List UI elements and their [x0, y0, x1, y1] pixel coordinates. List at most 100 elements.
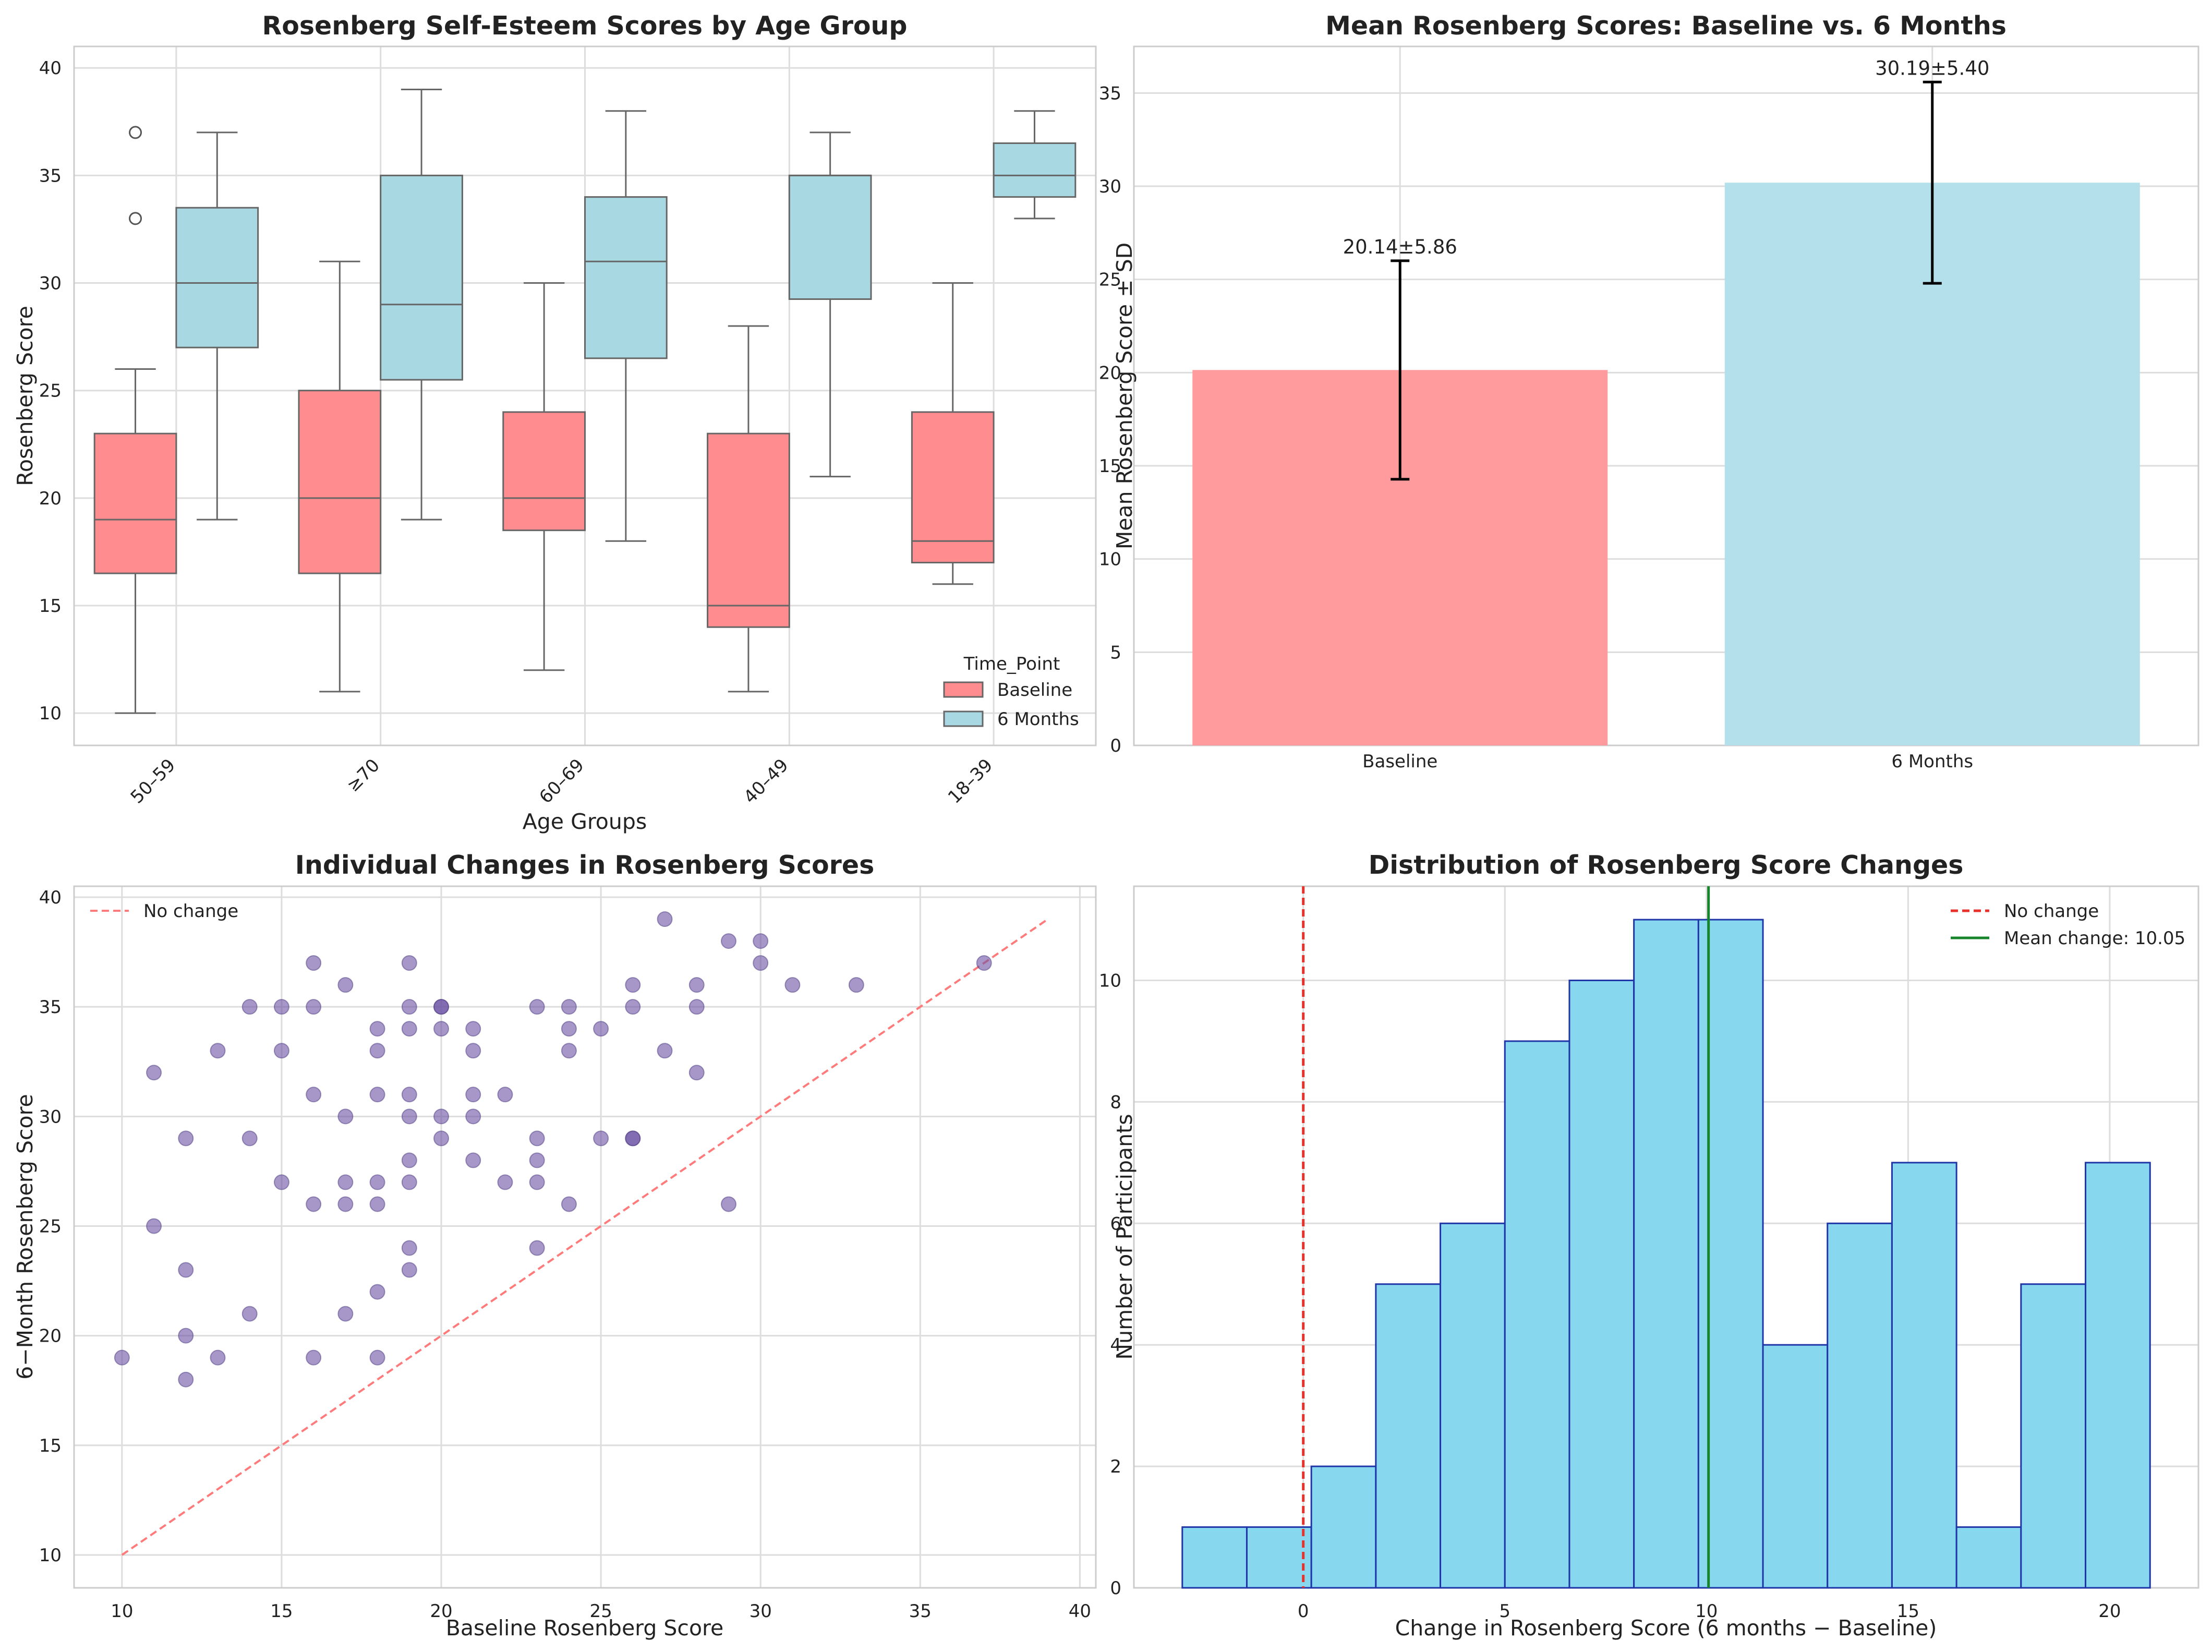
histogram-bar [1955, 1526, 2022, 1589]
scatter-point [401, 1174, 417, 1190]
scatter-point [497, 1087, 513, 1103]
histogram-legend: No change Mean change: 10.05 [1951, 901, 2185, 949]
histogram-panel: 0 2 4 6 8 10 0 5 10 15 20 Distribution of Rosenbe… [1099, 850, 2199, 1641]
bar-data-label: 30.19±5.40 [1875, 57, 1989, 79]
histogram-bar [1827, 1222, 1893, 1589]
histogram-x-axis-label: Change in Rosenberg Score (6 months − Ba… [1395, 1615, 1937, 1641]
scatter-point [241, 1306, 258, 1322]
histogram-bar [2085, 1162, 2151, 1589]
scatter-point [720, 1196, 736, 1212]
scatter-point [273, 1174, 289, 1190]
histogram-y-ticks: 0 2 4 6 8 10 [1099, 970, 1121, 1599]
scatter-point [273, 999, 289, 1015]
histogram-y-tick-label: 6 [1110, 1213, 1121, 1234]
scatter-point [306, 1196, 322, 1212]
scatter-point [657, 911, 673, 927]
scatter-point [369, 1196, 385, 1212]
histogram-bar [1246, 1526, 1312, 1589]
bar-marks: 20.14±5.86 30.19±5.40 [1192, 57, 2140, 745]
scatter-point [529, 1174, 545, 1190]
scatter-y-tick-label: 25 [39, 1216, 62, 1237]
scatter-point [401, 1240, 417, 1256]
scatter-point [657, 1043, 673, 1059]
scatter-point [178, 1130, 194, 1147]
scatter-y-tick-label: 35 [39, 997, 62, 1018]
boxplot-y-tick-label: 15 [39, 596, 62, 617]
box-outlier [129, 126, 142, 139]
scatter-point [114, 1349, 130, 1366]
scatter-point [625, 977, 641, 993]
boxplot-legend-title: Time_Point [963, 654, 1060, 674]
histogram-x-ticks: 0 5 10 15 20 [1298, 1601, 2121, 1622]
scatter-point [561, 1196, 577, 1212]
scatter-legend: No change [90, 901, 238, 922]
scatter-x-ticks: 10 15 20 25 30 35 40 [111, 1601, 1091, 1622]
scatter-point [369, 1349, 385, 1366]
bar-x-ticks: Baseline 6 Months [1362, 751, 1973, 772]
scatter-point [306, 999, 322, 1015]
histogram-bar [1762, 1344, 1829, 1589]
bar-y-tick-label: 0 [1110, 735, 1121, 756]
box-body [502, 411, 586, 532]
scatter-point [369, 1087, 385, 1103]
scatter-x-tick-label: 15 [270, 1601, 293, 1622]
scatter-point [529, 1152, 545, 1168]
scatter-point [688, 1065, 705, 1081]
scatter-point [369, 1284, 385, 1300]
box-body [380, 174, 463, 381]
scatter-point [401, 1021, 417, 1037]
histogram-bar [1375, 1283, 1442, 1589]
boxplot-marks [93, 88, 1077, 714]
scatter-point [593, 1130, 609, 1147]
scatter-point [178, 1371, 194, 1388]
histogram-bar [1504, 1040, 1570, 1589]
scatter-point [433, 1108, 450, 1125]
box-outlier [129, 212, 142, 225]
scatter-point [146, 1218, 162, 1234]
scatter-y-tick-label: 30 [39, 1106, 62, 1127]
scatter-point [337, 977, 354, 993]
scatter-point [465, 1152, 481, 1168]
legend-label-6-months: 6 Months [997, 709, 1079, 730]
scatter-frame [73, 885, 1097, 1589]
scatter-marks [114, 911, 1049, 1556]
scatter-point [337, 1306, 354, 1322]
scatter-point [433, 1021, 450, 1037]
bar-y-tick-label: 35 [1099, 83, 1121, 104]
scatter-panel: 10 15 20 25 30 35 40 10 15 20 25 30 35 40 Individual… [13, 850, 1097, 1641]
scatter-y-tick-label: 10 [39, 1545, 62, 1566]
scatter-point [433, 999, 450, 1015]
scatter-point [210, 1349, 226, 1366]
box-body [584, 196, 668, 359]
scatter-x-tick-label: 30 [750, 1601, 772, 1622]
bar-y-tick-label: 10 [1099, 549, 1121, 570]
scatter-point [561, 1043, 577, 1059]
bar-x-tick-label: 6 Months [1891, 751, 1973, 772]
histogram-x-tick-label: 5 [1499, 1601, 1510, 1622]
histogram-bar [1440, 1222, 1506, 1589]
scatter-y-tick-label: 15 [39, 1436, 62, 1456]
bar-data-label: 20.14±5.86 [1343, 236, 1457, 258]
scatter-point [625, 999, 641, 1015]
scatter-no-change-line [121, 918, 1049, 1556]
box-body [788, 174, 872, 300]
histogram-bar [1891, 1162, 1957, 1589]
bar-title: Mean Rosenberg Scores: Baseline vs. 6 Mo… [1325, 11, 2006, 41]
scatter-x-tick-label: 40 [1069, 1601, 1091, 1622]
box-body [911, 411, 995, 564]
boxplot-x-axis-label: Age Groups [523, 809, 647, 834]
scatter-y-tick-label: 20 [39, 1326, 62, 1347]
histogram-y-tick-label: 8 [1110, 1092, 1121, 1113]
histogram-title: Distribution of Rosenberg Score Changes [1369, 850, 1964, 880]
scatter-point [688, 999, 705, 1015]
scatter-point [529, 1240, 545, 1256]
boxplot-y-tick-label: 40 [39, 58, 62, 79]
histogram-bar [2020, 1283, 2087, 1589]
histogram-y-tick-label: 10 [1099, 970, 1121, 991]
histogram-bar [1568, 979, 1635, 1589]
legend-label-no-change-hist: No change [2004, 901, 2099, 922]
histogram-x-tick-label: 0 [1298, 1601, 1309, 1622]
scatter-y-tick-label: 40 [39, 887, 62, 908]
scatter-point [625, 1130, 641, 1147]
